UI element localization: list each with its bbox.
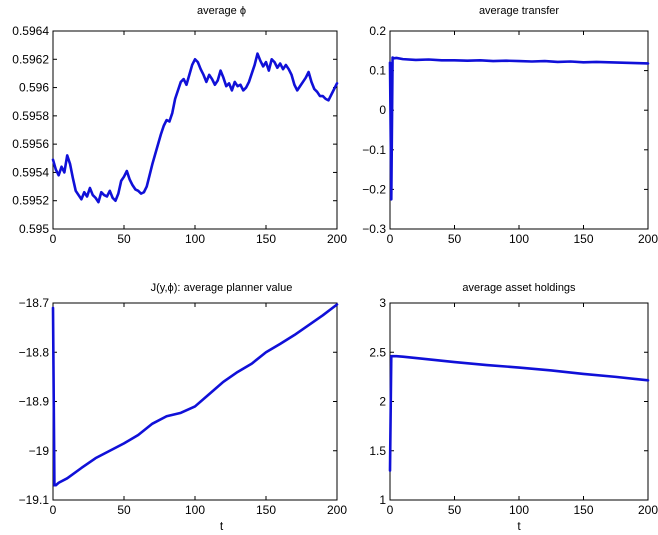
panel-2-ytick-label: −0.2 <box>362 182 386 196</box>
panel-2-xtick-label: 200 <box>638 232 658 246</box>
panel-2-ytick-label: 0.2 <box>369 24 386 38</box>
panel-1-xtick-label: 200 <box>327 232 347 246</box>
panel-3-series-line <box>51 303 339 487</box>
panel-4-series-line <box>388 354 650 472</box>
panel-1-ytick-label: 0.5962 <box>12 52 49 66</box>
panel-4-xlabel: t <box>517 519 521 533</box>
panel-3-ytick-label: −18.8 <box>19 345 50 359</box>
panel-1-title: average ϕ <box>197 5 246 17</box>
panel-4-ytick-label: 2 <box>379 395 386 409</box>
panel-2-ytick-label: −0.1 <box>362 143 386 157</box>
panel-4-xtick-label: 100 <box>509 503 529 517</box>
panel-4-ytick-label: 1.5 <box>369 444 386 458</box>
panel-2-title: average transfer <box>479 5 559 17</box>
panel-4-plot-area: 0 50 100 150 200 1 1.5 2 2.5 3 <box>369 296 658 517</box>
panel-3-xtick-label: 0 <box>50 503 57 517</box>
panel-3-title: J(y,ϕ): average planner value <box>151 282 293 294</box>
panel-1-xtick-label: 0 <box>50 232 57 246</box>
panel-1-ytick-label: 0.5956 <box>12 137 49 151</box>
panel-1-xtick-label: 150 <box>256 232 276 246</box>
panel-3-ytick-label: −18.9 <box>19 395 50 409</box>
panel-4-xtick-label: 0 <box>387 503 394 517</box>
panel-4-xtick-label: 150 <box>573 503 593 517</box>
panel-4-ytick-label: 2.5 <box>369 345 386 359</box>
panel-3-axes-frame <box>52 302 338 501</box>
panel-3-xtick-label: 150 <box>256 503 276 517</box>
panel-3-ytick-label: −19.1 <box>19 493 50 507</box>
panel-4-ytick-label: 1 <box>379 493 386 507</box>
panel-3-ytick-label: −18.7 <box>19 296 50 310</box>
panel-1-ytick-label: 0.596 <box>19 81 49 95</box>
panel-4: average asset holdings t 0 50 100 150 200 1 1.… <box>369 282 658 533</box>
panel-3-xlabel: t <box>220 519 224 533</box>
panel-1: average ϕ 0 50 100 150 2000.5950.59520.59540… <box>12 5 347 246</box>
panel-3: J(y,ϕ): average planner value t 0 50 100 15… <box>19 282 348 533</box>
panel-2-ytick-label: 0 <box>379 103 386 117</box>
panel-1-ytick-label: 0.5958 <box>12 109 49 123</box>
panel-2: average transfer 0 50 100 150 200 −0.3 −0.2 −0.… <box>362 5 658 246</box>
panel-1-series-line <box>51 52 339 204</box>
panel-4-xtick-label: 200 <box>638 503 658 517</box>
panel-2-ytick-label: 0.1 <box>369 64 386 78</box>
panel-1-ytick-label: 0.5952 <box>12 194 49 208</box>
panel-3-ytick-label: −19 <box>29 444 50 458</box>
panel-2-series-line <box>388 56 650 201</box>
panel-2-ytick-label: −0.3 <box>362 222 386 236</box>
panel-2-plot-area: 0 50 100 150 200 −0.3 −0.2 −0.1 0 0.1 0.2 <box>362 24 658 246</box>
panel-1-ytick-label: 0.595 <box>19 222 49 236</box>
panel-3-xtick-label: 100 <box>185 503 205 517</box>
panel-3-xtick-label: 200 <box>327 503 347 517</box>
panel-1-xtick-label: 100 <box>185 232 205 246</box>
panel-4-xtick-label: 50 <box>448 503 462 517</box>
panel-4-title: average asset holdings <box>462 282 576 294</box>
panel-2-xtick-label: 0 <box>387 232 394 246</box>
panel-4-axes-frame <box>389 302 649 501</box>
panel-1-ytick-label: 0.5954 <box>12 165 49 179</box>
panel-2-xtick-label: 100 <box>509 232 529 246</box>
panel-1-plot-area: 0 50 100 150 200 0.595 0.5952 0.5954 0.5956 0.595… <box>12 24 347 246</box>
panel-3-xtick-label: 50 <box>117 503 131 517</box>
panel-4-ytick-label: 3 <box>379 296 386 310</box>
panel-1-xtick-label: 50 <box>117 232 131 246</box>
panel-2-xtick-label: 50 <box>448 232 462 246</box>
panel-3-plot-area: 0 50 100 150 200 −19.1 −19 −18.9 −18.8 −18.7 <box>19 296 348 517</box>
panel-2-xtick-label: 150 <box>573 232 593 246</box>
panel-1-ytick-label: 0.5964 <box>12 24 49 38</box>
